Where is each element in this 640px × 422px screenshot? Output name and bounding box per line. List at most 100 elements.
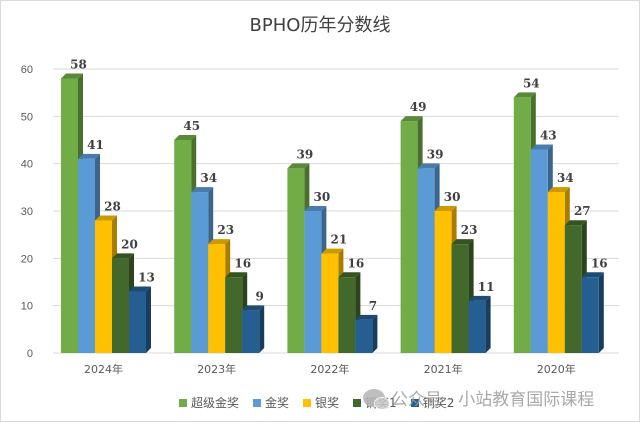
bar (355, 314, 378, 353)
data-label: 39 (427, 147, 444, 161)
legend-swatch (410, 398, 419, 407)
bar-front (242, 310, 260, 353)
data-label: 16 (591, 256, 608, 270)
x-tick-label: 2022年 (310, 362, 349, 376)
data-label: 20 (121, 237, 138, 251)
chart-title: BPHO历年分数线 (249, 15, 391, 36)
bar-front (191, 192, 209, 353)
data-label: 7 (369, 299, 377, 313)
x-tick-label: 2020年 (537, 362, 576, 376)
data-label: 41 (87, 138, 104, 152)
bar-top (95, 215, 117, 221)
data-label: 43 (540, 128, 557, 142)
bar-front (434, 211, 452, 353)
bar-front (287, 168, 305, 353)
y-tick-label: 50 (21, 111, 33, 123)
bar-front (513, 97, 531, 354)
bar-top (304, 206, 327, 211)
bar-front (78, 158, 95, 353)
legend-label: 银奖 (315, 396, 340, 410)
data-label: 49 (410, 100, 427, 114)
data-label: 13 (138, 270, 155, 284)
legend-label: 金奖 (265, 396, 290, 410)
data-label: 23 (217, 223, 234, 237)
bar-top (242, 305, 265, 311)
data-label: 45 (183, 119, 200, 133)
bar-top (174, 135, 197, 140)
bar-front (451, 244, 469, 353)
bar-top (547, 187, 570, 193)
bar-side (372, 314, 378, 353)
bar-front (468, 300, 486, 353)
data-label: 58 (70, 57, 87, 71)
bar-front (338, 277, 356, 353)
watermark-text: 公众号 · 小站教育国际课程 (391, 390, 595, 410)
bar-top (321, 248, 344, 254)
y-tick-label: 30 (21, 206, 33, 218)
bar-front (547, 192, 565, 353)
bar-front (304, 211, 322, 353)
bar-side (485, 295, 491, 353)
bar-top (287, 163, 310, 169)
legend-label: 超级金奖 (191, 396, 240, 410)
bar-top (400, 116, 423, 122)
data-label: 28 (104, 199, 121, 213)
data-label: 30 (314, 190, 331, 204)
data-label: 39 (297, 147, 314, 161)
legend-swatch (253, 398, 262, 407)
bar-top (581, 272, 604, 278)
bar-front (129, 291, 146, 353)
bar-top (78, 153, 100, 159)
y-tick-label: 40 (21, 159, 33, 171)
x-tick-label: 2021年 (424, 362, 463, 376)
legend-item: 金奖 (253, 394, 289, 411)
data-label: 11 (478, 280, 495, 294)
x-tick-label: 2024年 (84, 362, 123, 376)
bar-front (355, 319, 373, 353)
bar-top (61, 73, 83, 79)
y-tick-label: 0 (27, 348, 33, 360)
bar-front (225, 277, 243, 353)
data-label: 16 (348, 256, 365, 270)
bar-top (191, 187, 214, 193)
legend-label: 铜奖2 (422, 396, 455, 410)
data-label: 34 (557, 171, 574, 185)
legend-swatch (353, 398, 362, 407)
bar-top (338, 272, 361, 278)
x-tick-label: 2023年 (197, 362, 236, 376)
data-label: 21 (331, 233, 348, 247)
data-label: 23 (461, 223, 478, 237)
bar-top (513, 92, 536, 98)
bar-front (321, 253, 339, 353)
bar-side (598, 272, 604, 353)
data-label: 54 (523, 76, 540, 90)
legend-item: 超级金奖 (179, 394, 239, 411)
bar (468, 295, 491, 353)
bar-front (95, 220, 112, 353)
bar-side (146, 286, 151, 353)
bar-front (581, 277, 599, 353)
data-label: 30 (444, 190, 461, 204)
legend-swatch (179, 398, 187, 407)
bar-top (225, 272, 248, 278)
bar (129, 286, 151, 353)
bar-front (417, 168, 435, 353)
y-tick-label: 10 (21, 301, 33, 313)
bar-front (174, 140, 192, 353)
legend-swatch (303, 398, 312, 407)
watermark: 公众号 · 小站教育国际课程 (363, 385, 594, 410)
bar-top (129, 286, 151, 292)
bar-top (208, 239, 231, 245)
y-tick-label: 60 (21, 64, 33, 76)
legend-item: 银奖 (303, 394, 339, 411)
bar-top (530, 144, 553, 150)
y-tick-label: 20 (21, 253, 33, 265)
bar-front (530, 149, 548, 353)
bar-side (259, 305, 265, 353)
bar-top (451, 239, 474, 245)
data-label: 16 (234, 256, 251, 270)
bar-front (564, 225, 582, 353)
data-label: 9 (256, 289, 264, 303)
bar-top (468, 295, 491, 301)
